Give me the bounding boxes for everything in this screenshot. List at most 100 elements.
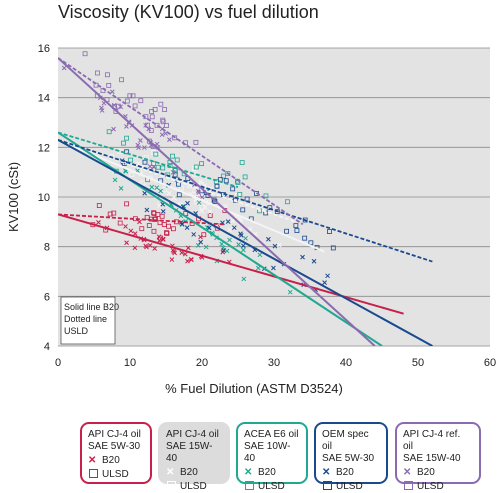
b20-point xyxy=(158,188,164,194)
b20-point xyxy=(182,251,188,257)
ulsd-point xyxy=(221,173,226,179)
b20-point xyxy=(163,131,168,136)
ulsd-point xyxy=(148,128,154,133)
legend-purple-line1: API CJ-4 ref. oil xyxy=(403,429,461,452)
legend-box-white: API CJ-4 oil SAE 15W-40 ✕ B20 ULSD xyxy=(158,422,230,492)
b20-trend-line xyxy=(58,213,404,315)
b20-point xyxy=(96,220,101,225)
legend-teal-line1: ACEA E6 oil xyxy=(244,429,299,440)
ulsd-point xyxy=(159,213,165,219)
legend-navy-line1: OEM spec oil xyxy=(322,429,369,452)
ulsd-point xyxy=(160,119,166,125)
ulsd-point xyxy=(214,183,220,189)
ulsd-point xyxy=(284,199,290,205)
b20-point xyxy=(266,236,271,242)
data-points xyxy=(61,51,336,295)
legend-navy-line2: SAE 5W-30 xyxy=(322,453,375,464)
ulsd-point xyxy=(164,230,169,236)
ulsd-point xyxy=(95,70,100,76)
b20-point xyxy=(99,105,104,111)
legend-white-ulsd: ULSD xyxy=(180,481,207,492)
ulsd-point xyxy=(174,157,180,163)
b20-point xyxy=(132,245,138,251)
b20-point xyxy=(146,126,152,132)
ulsd-point xyxy=(294,228,300,233)
b20-point xyxy=(311,258,317,264)
b20-point xyxy=(185,258,190,264)
b20-point xyxy=(196,200,202,205)
legend-box-teal: ACEA E6 oil SAE 10W-40 ✕ B20 ULSD xyxy=(236,422,308,492)
ulsd-point xyxy=(176,192,182,198)
x-tick-label: 10 xyxy=(124,357,136,369)
ulsd-point xyxy=(211,197,217,203)
ulsd-point xyxy=(284,228,289,234)
b20-point xyxy=(152,246,158,251)
square-marker-icon xyxy=(245,481,254,490)
b20-point xyxy=(149,184,155,190)
ulsd-point xyxy=(151,228,157,234)
x-tick-label: 60 xyxy=(484,357,496,369)
y-tick-label: 6 xyxy=(44,291,50,303)
b20-point xyxy=(219,241,225,247)
x-tick-label: 20 xyxy=(196,357,208,369)
ulsd-point xyxy=(130,93,136,99)
ulsd-point xyxy=(146,223,152,228)
legend-red-ulsd: ULSD xyxy=(102,469,129,480)
ulsd-point xyxy=(193,164,199,170)
ulsd-point xyxy=(170,153,175,159)
b20-point xyxy=(154,185,160,191)
b20-point xyxy=(225,219,231,225)
y-axis-label: KV100 (cSt) xyxy=(6,162,21,232)
ulsd-point xyxy=(164,230,170,236)
ulsd-point xyxy=(172,172,178,178)
b20-point xyxy=(128,228,134,234)
y-tick-label: 14 xyxy=(38,93,50,105)
ulsd-point xyxy=(127,93,133,99)
legend-white-line1: API CJ-4 oil xyxy=(166,429,219,440)
b20-point xyxy=(198,179,203,185)
b20-point xyxy=(169,257,175,262)
ulsd-point xyxy=(146,138,152,144)
legend-box-navy: OEM spec oil SAE 5W-30 ✕ B20 ULSD xyxy=(314,422,388,492)
b20-trend-line xyxy=(58,138,325,253)
square-marker-icon xyxy=(404,481,413,490)
b20-point xyxy=(170,247,176,253)
x-marker-icon: ✕ xyxy=(403,467,412,478)
annotation-text: Solid line B20 xyxy=(64,302,119,312)
chart: 4 6 8 10 12 14 16 0 10 20 30 40 50 60 % Fuel Dilution … xyxy=(6,43,496,396)
ulsd-point xyxy=(121,140,126,146)
x-tick-label: 50 xyxy=(412,357,424,369)
b20-point xyxy=(154,141,160,147)
y-tick-label: 16 xyxy=(38,43,50,55)
ulsd-point xyxy=(155,164,161,170)
ulsd-point xyxy=(111,210,117,216)
ulsd-point xyxy=(139,226,145,232)
ulsd-point xyxy=(117,220,123,226)
b20-point xyxy=(241,276,247,282)
b20-point xyxy=(223,203,229,209)
ulsd-point xyxy=(178,185,184,191)
legend-red-b20: B20 xyxy=(102,455,120,466)
ulsd-point xyxy=(330,245,336,251)
b20-point xyxy=(243,235,248,241)
y-tick-label: 4 xyxy=(44,341,50,353)
ulsd-point xyxy=(124,201,130,207)
ulsd-point xyxy=(129,172,135,177)
legend-teal-line2: SAE 10W-40 xyxy=(244,441,291,464)
legend-teal-ulsd: ULSD xyxy=(258,481,285,492)
b20-point xyxy=(231,225,237,231)
y-tick-label: 10 xyxy=(38,192,50,204)
ulsd-point xyxy=(107,211,113,217)
b20-point xyxy=(147,164,153,169)
legend-purple-b20: B20 xyxy=(417,467,435,478)
y-tick-label: 8 xyxy=(44,242,50,254)
b20-point xyxy=(156,203,162,208)
b20-point xyxy=(124,124,129,129)
ulsd-point xyxy=(132,103,138,109)
b20-point xyxy=(325,273,330,279)
square-marker-icon xyxy=(167,481,176,490)
b20-point xyxy=(191,232,197,237)
b20-point xyxy=(203,244,209,250)
b20-point xyxy=(188,257,194,262)
ulsd-trend-line xyxy=(58,57,304,226)
